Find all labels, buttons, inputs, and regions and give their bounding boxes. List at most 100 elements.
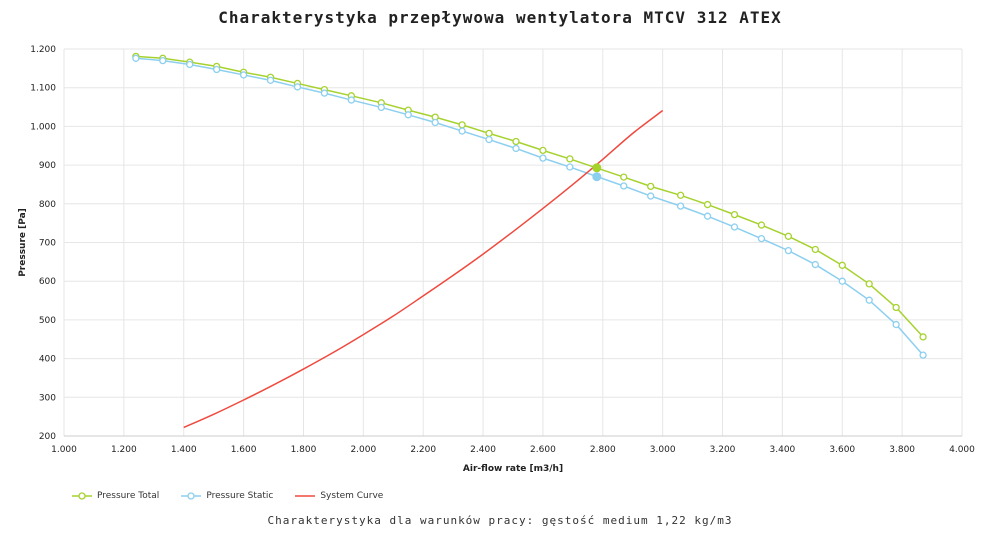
data-point-pressure-total [458,121,466,129]
data-point-pressure-static [676,202,685,210]
x-axis-ticks: 1.000 1.200 1.400 1.600 1.800 2.000 2.200 2.400… [51,445,975,455]
data-point-pressure-total [865,280,873,288]
data-point-pressure-total [485,129,493,138]
data-point-pressure-static [431,118,439,127]
data-point-pressure-total [919,333,927,341]
legend-item-pressure-static[interactable]: Pressure Static [181,491,273,501]
y-tick-label: 900 [39,161,56,171]
data-point-pressure-total [892,303,900,312]
data-point-pressure-total [512,137,520,146]
y-tick-label: 1.100 [30,84,56,94]
series-line-system-curve [183,109,664,429]
data-point-pressure-total [811,245,819,254]
data-point-pressure-total [730,210,739,219]
x-tick-label: 1.000 [51,445,77,455]
y-tick-label: 600 [39,277,56,287]
data-point-pressure-static [485,135,493,144]
data-point-pressure-static [838,277,846,285]
series-pressure-total [132,52,927,341]
data-point-pressure-static [757,234,766,243]
data-point-pressure-static [865,296,873,304]
operating-point-total [592,163,602,173]
legend-label-system: System Curve [320,491,384,501]
y-tick-label: 500 [39,316,56,326]
data-point-pressure-static [919,351,927,359]
x-tick-label: 2.600 [530,445,556,455]
y-tick-label: 700 [39,239,56,249]
data-point-pressure-total [647,182,655,191]
data-point-pressure-static [266,76,275,84]
x-tick-label: 3.400 [770,445,796,455]
data-point-pressure-static [347,96,356,104]
series-layer [132,52,927,429]
x-tick-label: 1.600 [231,445,257,455]
series-system-curve [183,109,664,429]
data-point-pressure-static [784,246,793,255]
data-point-pressure-static [293,83,302,91]
data-point-pressure-static [647,192,655,200]
x-tick-label: 1.200 [111,445,137,455]
data-point-pressure-static [320,89,329,97]
x-tick-label: 3.200 [710,445,736,455]
data-point-pressure-static [620,182,628,190]
legend-item-system-curve[interactable]: System Curve [295,491,383,501]
data-point-pressure-static [132,54,140,62]
grid [63,48,963,437]
data-point-pressure-static [512,144,520,153]
data-point-pressure-static [186,60,194,69]
legend-label-static: Pressure Static [206,491,274,501]
x-axis-label: Air-flow rate [m3/h] [463,464,563,474]
x-tick-label: 1.800 [291,445,317,455]
series-line-pressure-static [135,57,924,356]
data-point-pressure-total [703,200,712,209]
y-tick-label: 1.000 [30,122,56,132]
y-axis-ticks: 200 300 400 500 600 700 800 900 1.000 1.100 1.200 [30,45,56,442]
data-point-pressure-total [676,191,685,199]
x-tick-label: 2.800 [590,445,616,455]
legend-item-pressure-total[interactable]: Pressure Total [72,491,159,501]
data-point-pressure-static [703,212,712,220]
data-point-pressure-total [784,232,793,240]
data-point-pressure-total [838,261,846,269]
y-tick-label: 200 [39,432,56,442]
chart-title: Charakterystyka przepływowa wentylatora … [218,8,782,27]
legend-swatch-static [181,492,202,500]
data-point-pressure-static [566,163,574,171]
data-point-pressure-static [539,154,547,162]
y-tick-label: 400 [39,355,56,365]
y-axis-label: Pressure [Pa] [18,208,28,277]
x-tick-label: 3.800 [889,445,915,455]
data-point-pressure-total [566,155,574,163]
legend-swatch-system [295,495,316,497]
chart-subtitle: Charakterystyka dla warunków pracy: gęst… [267,514,733,527]
y-tick-label: 800 [39,200,56,210]
x-tick-label: 4.000 [949,445,975,455]
series-line-pressure-total [135,55,924,338]
x-tick-label: 2.400 [470,445,496,455]
y-tick-label: 300 [39,393,56,403]
data-point-pressure-static [458,127,466,135]
data-point-pressure-static [159,56,167,65]
data-point-pressure-static [404,111,412,119]
operating-point-static [592,172,602,182]
legend: Pressure Total Pressure Static System Cu… [72,491,383,501]
x-tick-label: 3.600 [829,445,855,455]
data-point-pressure-static [730,223,739,231]
legend-label-total: Pressure Total [97,491,160,501]
data-point-pressure-static [213,65,221,74]
legend-swatch-total [72,492,92,500]
data-point-pressure-total [620,173,628,181]
x-tick-label: 1.400 [171,445,197,455]
x-tick-label: 2.000 [350,445,376,455]
data-point-pressure-total [539,146,547,155]
data-point-pressure-static [377,103,385,112]
series-pressure-static [132,54,927,359]
data-point-pressure-static [811,260,819,269]
data-point-pressure-static [892,320,900,329]
data-point-pressure-static [239,71,248,79]
x-tick-label: 2.200 [410,445,436,455]
x-tick-label: 3.000 [650,445,676,455]
y-tick-label: 1.200 [30,45,56,55]
data-point-pressure-total [757,221,766,229]
